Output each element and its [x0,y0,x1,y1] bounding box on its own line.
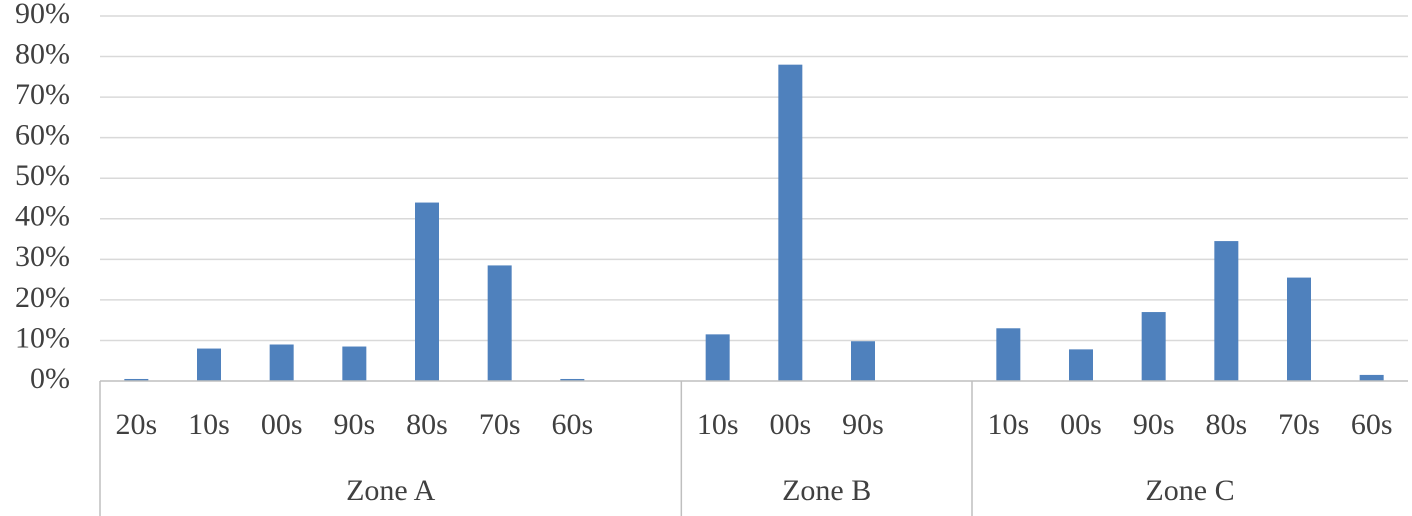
x-tick-label: 70s [479,408,521,441]
y-tick-label: 80% [15,37,70,70]
y-tick-label: 30% [15,240,70,273]
bar [342,346,367,381]
x-tick-label: 90s [333,408,375,441]
x-tick-label: 90s [842,408,884,441]
group-label: Zone A [346,474,435,507]
bar [415,202,439,381]
bar [851,341,875,381]
y-tick-label: 40% [15,200,70,233]
x-tick-label: 10s [697,408,739,441]
x-tick-label: 00s [769,408,811,441]
x-tick-label: 70s [1278,408,1320,441]
y-tick-label: 10% [15,321,70,354]
bar [269,344,294,381]
bar [124,378,149,381]
x-tick-label: 80s [1205,408,1247,441]
x-tick-label: 90s [1133,408,1175,441]
x-tick-label: 00s [261,408,303,441]
x-tick-label: 00s [1060,408,1102,441]
y-tick-label: 50% [15,159,70,192]
y-tick-label: 70% [15,78,70,111]
group-label: Zone C [1145,474,1234,507]
group-label: Zone B [782,474,871,507]
bar [560,378,585,381]
y-tick-label: 60% [15,119,70,152]
x-tick-label: 10s [987,408,1029,441]
bar [1214,241,1239,381]
x-tick-label: 80s [406,408,448,441]
x-tick-label: 20s [115,408,157,441]
bar [197,348,221,381]
y-tick-label: 20% [15,281,70,314]
bar [778,64,803,382]
bar [996,328,1021,381]
bar [1141,312,1166,381]
y-tick-label: 0% [30,362,70,395]
bar [487,265,512,381]
bar [1287,277,1311,381]
x-tick-label: 10s [188,408,230,441]
bar [705,334,730,381]
x-tick-label: 60s [551,408,593,441]
bar [1069,349,1093,381]
bar [1359,374,1384,381]
x-tick-label: 60s [1351,408,1393,441]
y-tick-label: 90% [15,0,70,30]
